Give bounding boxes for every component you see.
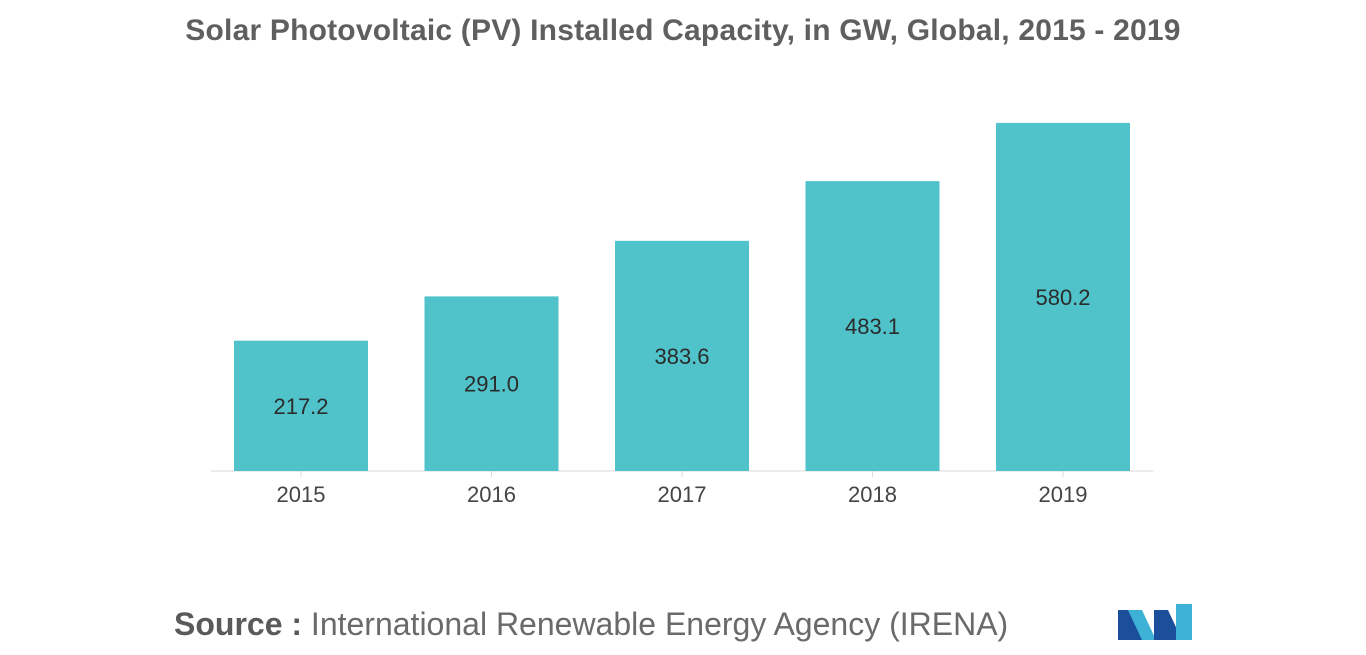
- x-tick-label-2019: 2019: [1039, 482, 1088, 507]
- source-label: Source :: [174, 606, 303, 642]
- chart-title: Solar Photovoltaic (PV) Installed Capaci…: [185, 14, 1181, 47]
- bar-2017: [615, 240, 749, 471]
- data-label-2019: 580.2: [1035, 285, 1090, 310]
- data-label-2017: 383.6: [654, 344, 709, 369]
- bar-2015: [234, 340, 368, 471]
- data-label-2015: 217.2: [273, 394, 328, 419]
- x-tick-label-2015: 2015: [277, 482, 326, 507]
- source-text: International Renewable Energy Agency (I…: [310, 606, 1009, 642]
- x-tick-label-2018: 2018: [848, 482, 897, 507]
- x-tick-label-2016: 2016: [467, 482, 516, 507]
- bar-2018: [805, 181, 940, 471]
- data-label-2016: 291.0: [464, 372, 519, 397]
- x-tick-label-2017: 2017: [658, 482, 707, 507]
- source-note: Source : International Renewable Energy …: [174, 606, 1008, 643]
- brand-logo-icon: [1118, 604, 1192, 640]
- bar-2019: [996, 122, 1130, 471]
- bar-2016: [424, 296, 559, 471]
- data-label-2018: 483.1: [845, 314, 900, 339]
